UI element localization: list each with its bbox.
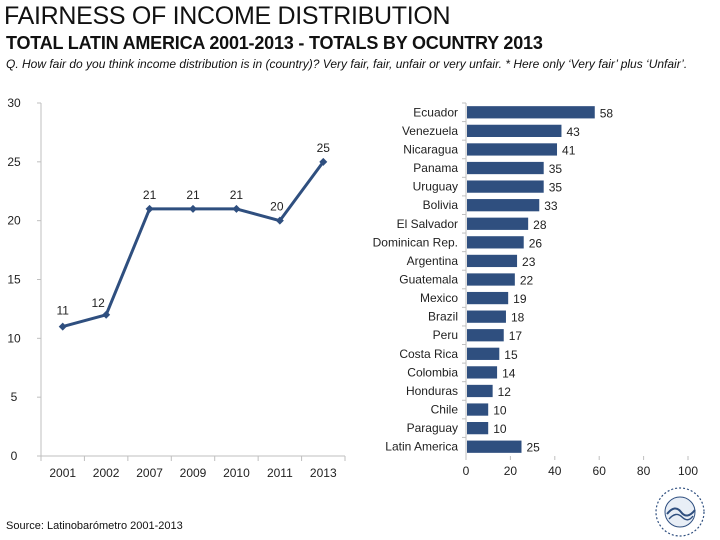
- bar-value-label: 23: [522, 255, 536, 269]
- bar-category-label: Nicaragua: [403, 142, 458, 156]
- bar-value-label: 35: [549, 181, 563, 195]
- bar: [467, 180, 544, 193]
- data-label: 20: [270, 200, 284, 214]
- bar: [467, 440, 522, 453]
- bar-category-label: Colombia: [407, 365, 458, 379]
- bar-value-label: 14: [502, 366, 516, 380]
- bar-value-label: 22: [520, 274, 534, 288]
- data-label: 25: [317, 141, 331, 155]
- bar-category-label: Paraguay: [407, 421, 458, 435]
- bar-category-label: Bolivia: [423, 198, 459, 212]
- x-tick-label: 2002: [93, 466, 120, 480]
- bar: [467, 161, 544, 175]
- page-subtitle: TOTAL LATIN AMERICA 2001-2013 - TOTALS B…: [6, 33, 543, 53]
- x-tick-label: 2010: [223, 466, 250, 480]
- x-tick-label: 2007: [136, 466, 163, 480]
- bar-category-label: Guatemala: [399, 273, 458, 287]
- bar-category-label: Mexico: [420, 291, 458, 305]
- bar-x-tick-label: 0: [463, 464, 470, 478]
- bar: [467, 403, 489, 416]
- bar-x-tick-label: 100: [678, 464, 698, 478]
- bar-value-label: 43: [566, 125, 580, 139]
- data-label: 21: [143, 188, 157, 202]
- bar-category-label: Honduras: [406, 384, 458, 398]
- source-note: Source: Latinobarómetro 2001-2013: [6, 520, 183, 532]
- y-tick-label: 30: [7, 96, 21, 110]
- bar: [467, 254, 518, 268]
- data-label: 11: [56, 304, 69, 318]
- bar-value-label: 26: [529, 236, 543, 250]
- y-tick-label: 5: [11, 390, 18, 404]
- survey-question: Q. How fair do you think income distribu…: [6, 57, 688, 71]
- y-tick-label: 20: [7, 214, 21, 228]
- bar-category-label: Dominican Rep.: [373, 235, 458, 249]
- bar-category-label: Argentina: [407, 254, 459, 268]
- bar: [467, 199, 540, 212]
- data-point: [232, 204, 241, 213]
- bar-value-label: 15: [504, 348, 518, 362]
- bar: [467, 273, 515, 286]
- data-point: [58, 322, 67, 331]
- x-tick-label: 2011: [267, 466, 293, 480]
- data-label: 21: [186, 188, 200, 202]
- page-title: FAIRNESS OF INCOME DISTRIBUTION: [4, 2, 451, 30]
- bar: [467, 106, 595, 119]
- bar-category-label: Peru: [433, 328, 458, 342]
- bar-category-label: Brazil: [428, 310, 458, 324]
- x-tick-label: 2013: [310, 466, 337, 480]
- bar-x-tick-label: 60: [593, 464, 607, 478]
- bar: [467, 291, 509, 305]
- data-point: [319, 157, 328, 166]
- y-tick-label: 25: [7, 155, 21, 169]
- bar-value-label: 33: [544, 199, 558, 213]
- y-tick-label: 0: [11, 449, 18, 463]
- bar-value-label: 19: [513, 292, 527, 306]
- bar: [467, 329, 504, 342]
- bar-value-label: 10: [493, 404, 507, 418]
- bar-category-label: Venezuela: [402, 124, 458, 138]
- bar: [467, 384, 493, 398]
- data-label: 12: [91, 296, 105, 310]
- bar-x-tick-label: 40: [548, 464, 562, 478]
- bar: [467, 310, 506, 323]
- y-tick-label: 15: [7, 273, 21, 287]
- bar: [467, 124, 562, 137]
- data-point: [189, 204, 197, 213]
- bar-category-label: Chile: [431, 403, 459, 417]
- data-label: 21: [230, 188, 244, 202]
- bar-value-label: 58: [600, 106, 614, 120]
- bar-value-label: 25: [527, 441, 541, 455]
- bar: [467, 347, 500, 360]
- bar-value-label: 18: [511, 311, 525, 325]
- bar-category-label: Ecuador: [413, 105, 458, 119]
- x-tick-label: 2009: [180, 466, 207, 480]
- bar: [467, 217, 529, 230]
- bar-x-tick-label: 80: [637, 464, 651, 478]
- bar: [467, 422, 489, 435]
- bar-value-label: 41: [562, 143, 576, 157]
- bar: [467, 366, 498, 379]
- bar-category-label: Costa Rica: [399, 347, 458, 361]
- bar: [467, 236, 524, 249]
- bar-category-label: Panama: [413, 161, 458, 175]
- bar-value-label: 12: [498, 385, 512, 399]
- data-point: [102, 310, 111, 319]
- bar-value-label: 10: [493, 422, 507, 436]
- latinobarometro-logo: [655, 487, 705, 537]
- bar-x-tick-label: 20: [504, 464, 518, 478]
- bar-category-label: El Salvador: [397, 217, 458, 231]
- data-point: [275, 216, 284, 225]
- data-point: [145, 204, 154, 213]
- y-tick-label: 10: [7, 331, 21, 345]
- bar-category-label: Uruguay: [413, 180, 458, 194]
- bar-value-label: 28: [533, 218, 547, 232]
- x-tick-label: 2001: [49, 466, 76, 480]
- bar-value-label: 17: [509, 329, 523, 343]
- bar-chart: 0 20 40 60 80 100 Ecuador 58 Venezuela 43 Nicaragu…: [373, 102, 698, 478]
- bar-category-label: Latin America: [385, 440, 458, 454]
- bar: [467, 143, 558, 156]
- bar-value-label: 35: [549, 162, 563, 176]
